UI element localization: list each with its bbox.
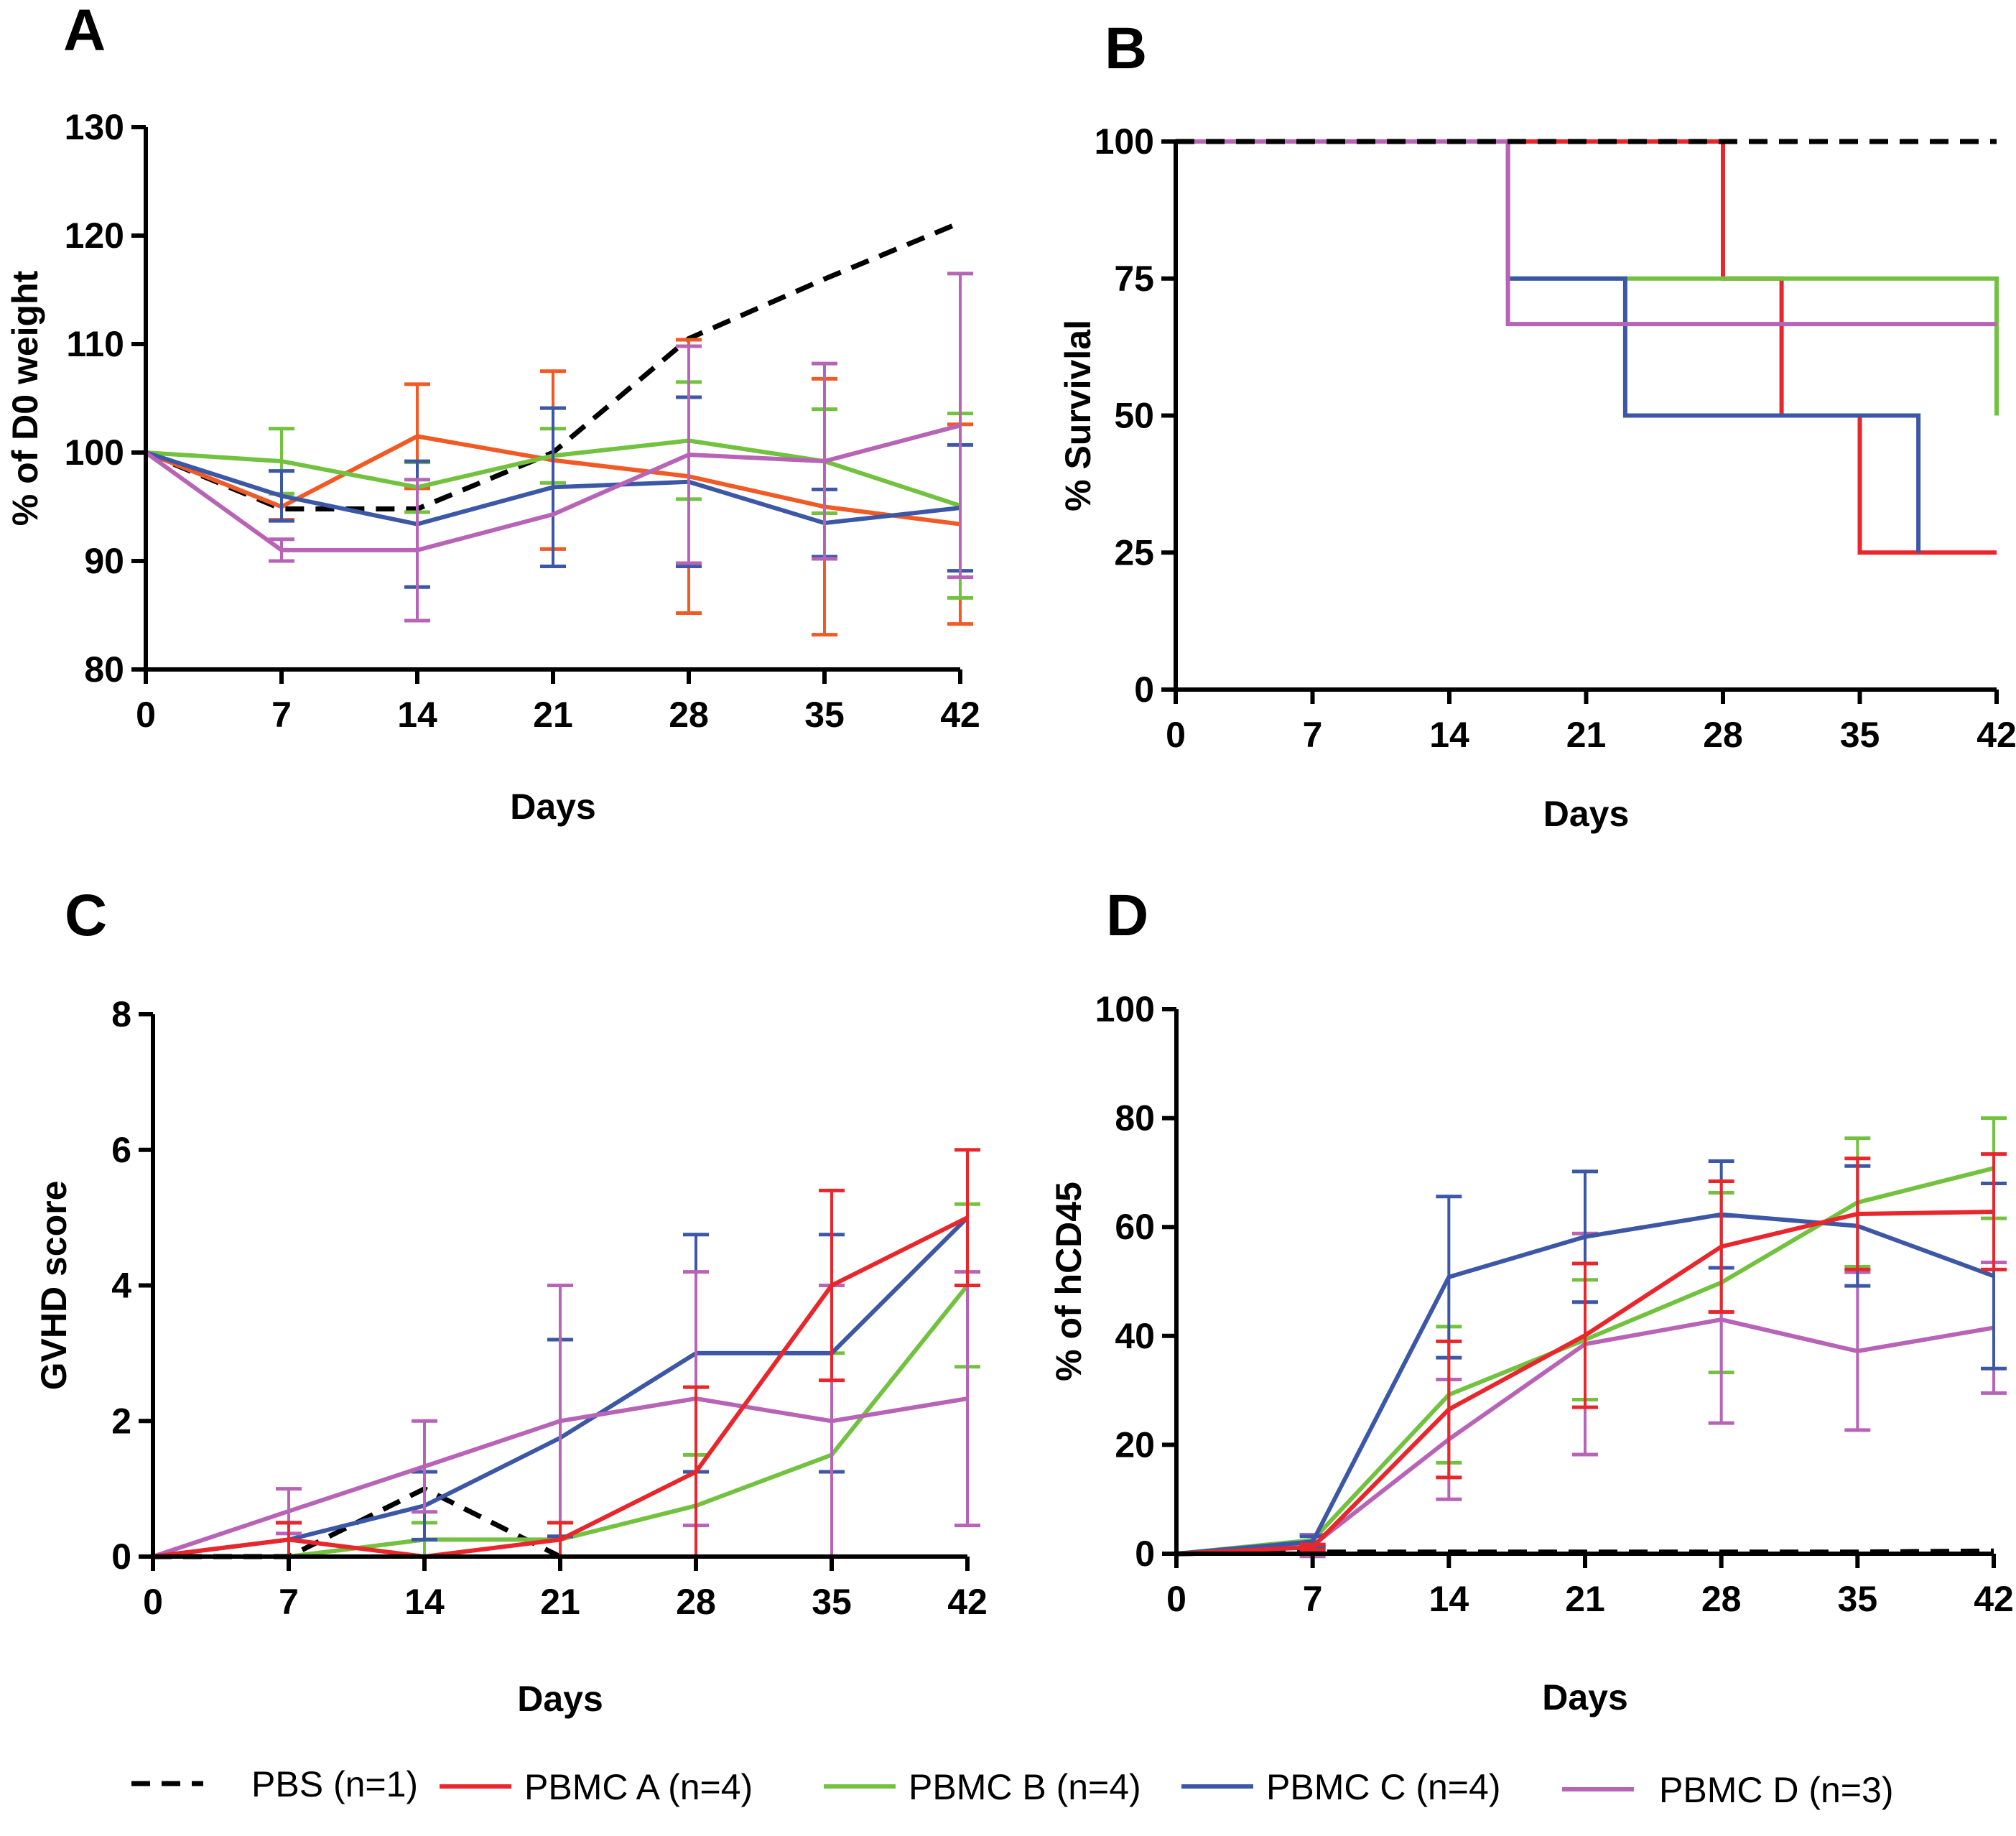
x-tick-label: 0 [143, 1582, 163, 1622]
y-tick-label: 110 [66, 324, 124, 364]
y-tick-label: 6 [111, 1130, 131, 1170]
panel-b-letter: B [1105, 16, 1147, 81]
panel-d-x-axis-title: Days [1542, 1677, 1628, 1717]
panel-d-y-axis-title: % of hCD45 [1049, 1182, 1089, 1381]
legend-item-pbmcB: PBMC B (n=4) [824, 1767, 1141, 1807]
y-tick-label: 120 [65, 215, 124, 256]
x-tick-label: 21 [1565, 1579, 1605, 1619]
y-tick-label: 40 [1115, 1316, 1155, 1356]
panel-c-letter: C [65, 883, 107, 948]
y-tick-label: 25 [1114, 532, 1154, 572]
y-tick-label: 50 [1114, 396, 1154, 436]
panel-c: 0 7 14 21 28 35 42 0 2 4 6 8 Days GVHD score [34, 994, 988, 1719]
y-tick-label: 60 [1115, 1207, 1155, 1247]
x-tick-label: 35 [804, 695, 845, 735]
y-tick-label: 100 [65, 432, 124, 473]
legend-item-pbs: PBS (n=1) [131, 1764, 418, 1804]
x-tick-label: 7 [279, 1582, 299, 1622]
panel-d: 0 7 14 21 28 35 42 0 20 40 60 80 100 Days % of hCD45 [1049, 989, 2014, 1717]
y-tick-label: 80 [84, 649, 124, 690]
x-tick-label: 14 [1429, 1579, 1469, 1619]
panel-b: 0 7 14 21 28 35 42 0 25 50 75 100 Days % Survivlal [1058, 121, 2016, 834]
y-tick-label: 130 [65, 107, 124, 147]
x-tick-label: 35 [812, 1582, 852, 1622]
y-tick-label: 100 [1095, 121, 1154, 162]
y-tick-label: 8 [111, 994, 131, 1034]
y-tick-label: 0 [1134, 669, 1154, 710]
panel-a: 0 7 14 21 28 35 42 80 90 100 110 120 130 Days % of D0 … [5, 107, 980, 827]
legend: PBS (n=1) PBMC A (n=4) PBMC B (n=4) PBMC C … [131, 1764, 1893, 1810]
x-tick-label: 7 [1303, 715, 1323, 755]
series-line-pbmcA [1176, 1210, 1994, 1556]
panel-d-letter: D [1106, 883, 1148, 948]
series-line-pbmcD [152, 1396, 968, 1559]
x-tick-label: 28 [669, 695, 709, 735]
x-tick-label: 28 [676, 1582, 716, 1622]
x-tick-label: 7 [1303, 1579, 1323, 1619]
x-tick-label: 7 [271, 695, 292, 735]
panel-a-x-axis-title: Days [510, 787, 596, 827]
panel-b-y-axis-title: % Survivlal [1058, 320, 1098, 511]
panel-a-letter: A [63, 0, 106, 63]
x-tick-label: 0 [1166, 1579, 1186, 1619]
panel-c-y-axis-title: GVHD score [34, 1181, 74, 1391]
x-tick-label: 21 [540, 1582, 580, 1622]
y-tick-label: 75 [1114, 259, 1154, 299]
y-tick-label: 2 [111, 1401, 131, 1441]
panel-a-series [144, 220, 973, 637]
panel-b-series [1176, 139, 1999, 555]
panel-a-y-axis-title: % of D0 weight [5, 270, 45, 526]
y-tick-label: 20 [1115, 1424, 1155, 1465]
x-tick-label: 0 [136, 695, 156, 735]
y-tick-label: 4 [111, 1266, 131, 1306]
legend-item-pbmcD: PBMC D (n=3) [1562, 1770, 1893, 1810]
x-tick-label: 21 [1566, 715, 1607, 755]
legend-label-pbmcC: PBMC C (n=4) [1266, 1767, 1500, 1807]
series-line-pbmcA [152, 1215, 969, 1559]
x-tick-label: 42 [1974, 1579, 2014, 1619]
y-tick-label: 90 [84, 541, 124, 581]
x-tick-label: 14 [1429, 715, 1469, 755]
y-tick-label: 100 [1095, 989, 1155, 1029]
x-tick-label: 21 [533, 695, 573, 735]
x-tick-label: 28 [1701, 1579, 1742, 1619]
y-tick-label: 80 [1115, 1098, 1155, 1139]
series-line-pbmcD [144, 423, 961, 552]
x-tick-label: 14 [404, 1582, 445, 1622]
y-tick-label: 0 [1135, 1534, 1155, 1574]
x-tick-label: 42 [940, 695, 980, 735]
series-line-pbmcA [1176, 139, 1997, 555]
x-tick-label: 14 [397, 695, 437, 735]
panel-b-x-axis-title: Days [1543, 794, 1630, 834]
y-tick-label: 0 [111, 1536, 131, 1577]
x-tick-label: 0 [1166, 715, 1186, 755]
legend-item-pbmcC: PBMC C (n=4) [1181, 1767, 1500, 1807]
panel-c-x-axis-title: Days [517, 1679, 603, 1719]
legend-label-pbmcD: PBMC D (n=3) [1659, 1770, 1893, 1810]
legend-item-pbmcA: PBMC A (n=4) [440, 1767, 753, 1807]
legend-label-pbs: PBS (n=1) [251, 1764, 418, 1804]
legend-label-pbmcA: PBMC A (n=4) [524, 1767, 753, 1807]
x-tick-label: 35 [1840, 715, 1880, 755]
x-tick-label: 35 [1838, 1579, 1878, 1619]
x-tick-label: 28 [1703, 715, 1743, 755]
legend-label-pbmcB: PBMC B (n=4) [909, 1767, 1141, 1807]
x-tick-label: 42 [947, 1582, 988, 1622]
x-tick-label: 42 [1976, 715, 2016, 755]
